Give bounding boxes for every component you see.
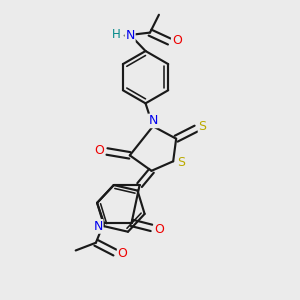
Text: O: O xyxy=(94,143,104,157)
Text: O: O xyxy=(154,223,164,236)
Text: N: N xyxy=(125,29,135,42)
Text: S: S xyxy=(178,156,185,169)
Text: H: H xyxy=(112,28,121,40)
Text: N: N xyxy=(93,220,103,233)
Text: O: O xyxy=(118,247,128,260)
Text: O: O xyxy=(172,34,182,46)
Text: N: N xyxy=(149,114,158,128)
Text: S: S xyxy=(199,120,207,133)
